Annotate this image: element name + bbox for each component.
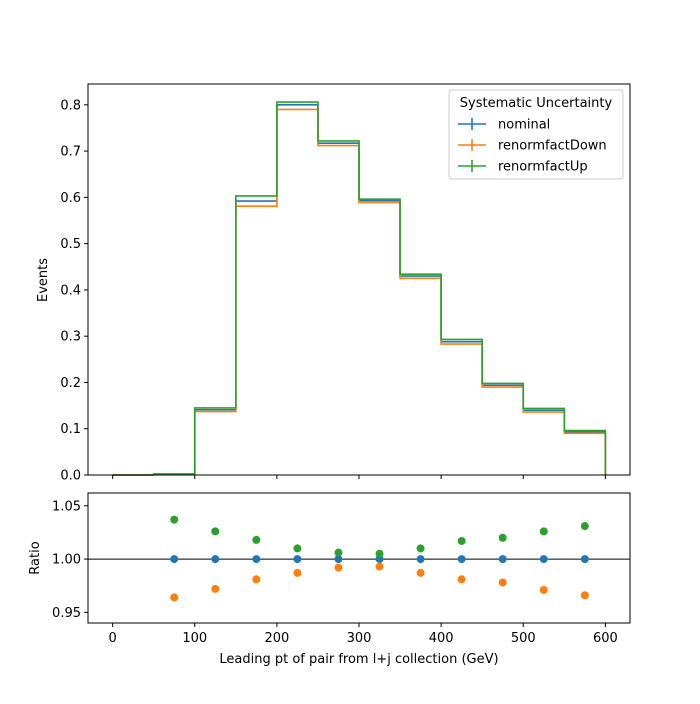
- legend-label: nominal: [498, 118, 550, 133]
- main-x-ticks: [112, 475, 606, 479]
- ratio-series-group: [170, 515, 589, 602]
- x-tick-label: 300: [347, 631, 372, 646]
- ratio-point-nominal: [334, 555, 343, 564]
- main-y-axis-label: Events: [36, 258, 51, 302]
- main-series-group: [112, 101, 607, 476]
- ratio-y-tick-label: 1.05: [52, 499, 81, 514]
- ratio-point-nominal: [170, 555, 179, 564]
- x-tick-label: 200: [264, 631, 289, 646]
- ratio-y-tick-label: 1.00: [52, 553, 81, 568]
- ratio-point-renormfactup: [211, 527, 220, 536]
- ratio-point-renormfactup: [334, 548, 343, 557]
- ratio-panel: 0.95 1.00 1.05 0 100 200 300 400 500 600 Ratio L…: [28, 492, 631, 667]
- main-y-tick-label: 0.6: [60, 191, 81, 206]
- ratio-point-nominal: [457, 555, 466, 564]
- ratio-point-renormfactup: [539, 527, 548, 536]
- ratio-point-renormfactdown: [580, 591, 589, 600]
- ratio-point-nominal: [416, 555, 425, 564]
- ratio-point-renormfactup: [252, 535, 261, 544]
- ratio-point-nominal: [293, 555, 302, 564]
- ratio-point-renormfactup: [457, 536, 466, 545]
- main-y-tick-label: 0.1: [60, 422, 81, 437]
- ratio-point-nominal: [539, 555, 548, 564]
- legend-entry-renormfactdown: renormfactDown: [458, 139, 607, 154]
- x-tick-label: 500: [511, 631, 536, 646]
- main-y-tick-label: 0.5: [60, 237, 81, 252]
- x-tick-label: 400: [429, 631, 454, 646]
- ratio-point-renormfactup: [170, 515, 179, 524]
- legend-entries: nominal renormfactDown renormfactUp: [458, 118, 607, 175]
- main-panel: 0.0 0.1 0.2 0.3 0.4 0.5 0.6 0.7 0.8 Events Syste…: [36, 83, 631, 484]
- ratio-point-renormfactup: [293, 544, 302, 553]
- ratio-x-ticks: 0 100 200 300 400 500 600: [108, 623, 618, 646]
- ratio-y-tick-label: 0.95: [52, 606, 81, 621]
- ratio-point-renormfactdown: [457, 575, 466, 584]
- ratio-y-axis-label: Ratio: [28, 541, 43, 574]
- x-tick-label: 100: [182, 631, 207, 646]
- main-y-tick-label: 0.7: [60, 145, 81, 160]
- legend-title: Systematic Uncertainty: [460, 96, 613, 111]
- main-y-tick-label: 0.0: [60, 469, 81, 484]
- main-y-tick-label: 0.3: [60, 330, 81, 345]
- ratio-point-renormfactdown: [498, 578, 507, 587]
- ratio-point-renormfactdown: [416, 568, 425, 577]
- x-tick-label: 600: [593, 631, 618, 646]
- ratio-point-nominal: [580, 555, 589, 564]
- ratio-y-ticks: 0.95 1.00 1.05: [52, 499, 88, 621]
- x-axis-label: Leading pt of pair from l+j collection (…: [219, 652, 498, 667]
- ratio-point-renormfactdown: [375, 562, 384, 571]
- ratio-point-renormfactdown: [170, 593, 179, 602]
- legend-box: [448, 89, 624, 180]
- legend-label: renormfactUp: [498, 160, 588, 175]
- ratio-point-renormfactdown: [252, 575, 261, 584]
- ratio-point-renormfactup: [498, 533, 507, 542]
- legend-entry-renormfactup: renormfactUp: [458, 160, 588, 175]
- main-y-tick-label: 0.4: [60, 283, 81, 298]
- ratio-point-renormfactup: [580, 522, 589, 531]
- ratio-point-renormfactdown: [334, 563, 343, 572]
- x-tick-label: 0: [108, 631, 116, 646]
- main-y-tick-label: 0.2: [60, 376, 81, 391]
- main-y-ticks: 0.0 0.1 0.2 0.3 0.4 0.5 0.6 0.7 0.8: [60, 98, 88, 484]
- ratio-point-nominal: [498, 555, 507, 564]
- legend-label: renormfactDown: [498, 139, 607, 154]
- hist-renormfactup: [112, 101, 607, 476]
- main-y-tick-label: 0.8: [60, 98, 81, 113]
- ratio-point-nominal: [252, 555, 261, 564]
- ratio-point-renormfactdown: [293, 568, 302, 577]
- ratio-point-renormfactup: [416, 544, 425, 553]
- ratio-point-renormfactup: [375, 549, 384, 558]
- ratio-point-renormfactdown: [211, 584, 220, 593]
- legend: Systematic Uncertainty nominal renormfact…: [448, 89, 624, 180]
- legend-entry-nominal: nominal: [458, 118, 550, 133]
- ratio-point-nominal: [211, 555, 220, 564]
- ratio-point-renormfactdown: [539, 585, 548, 594]
